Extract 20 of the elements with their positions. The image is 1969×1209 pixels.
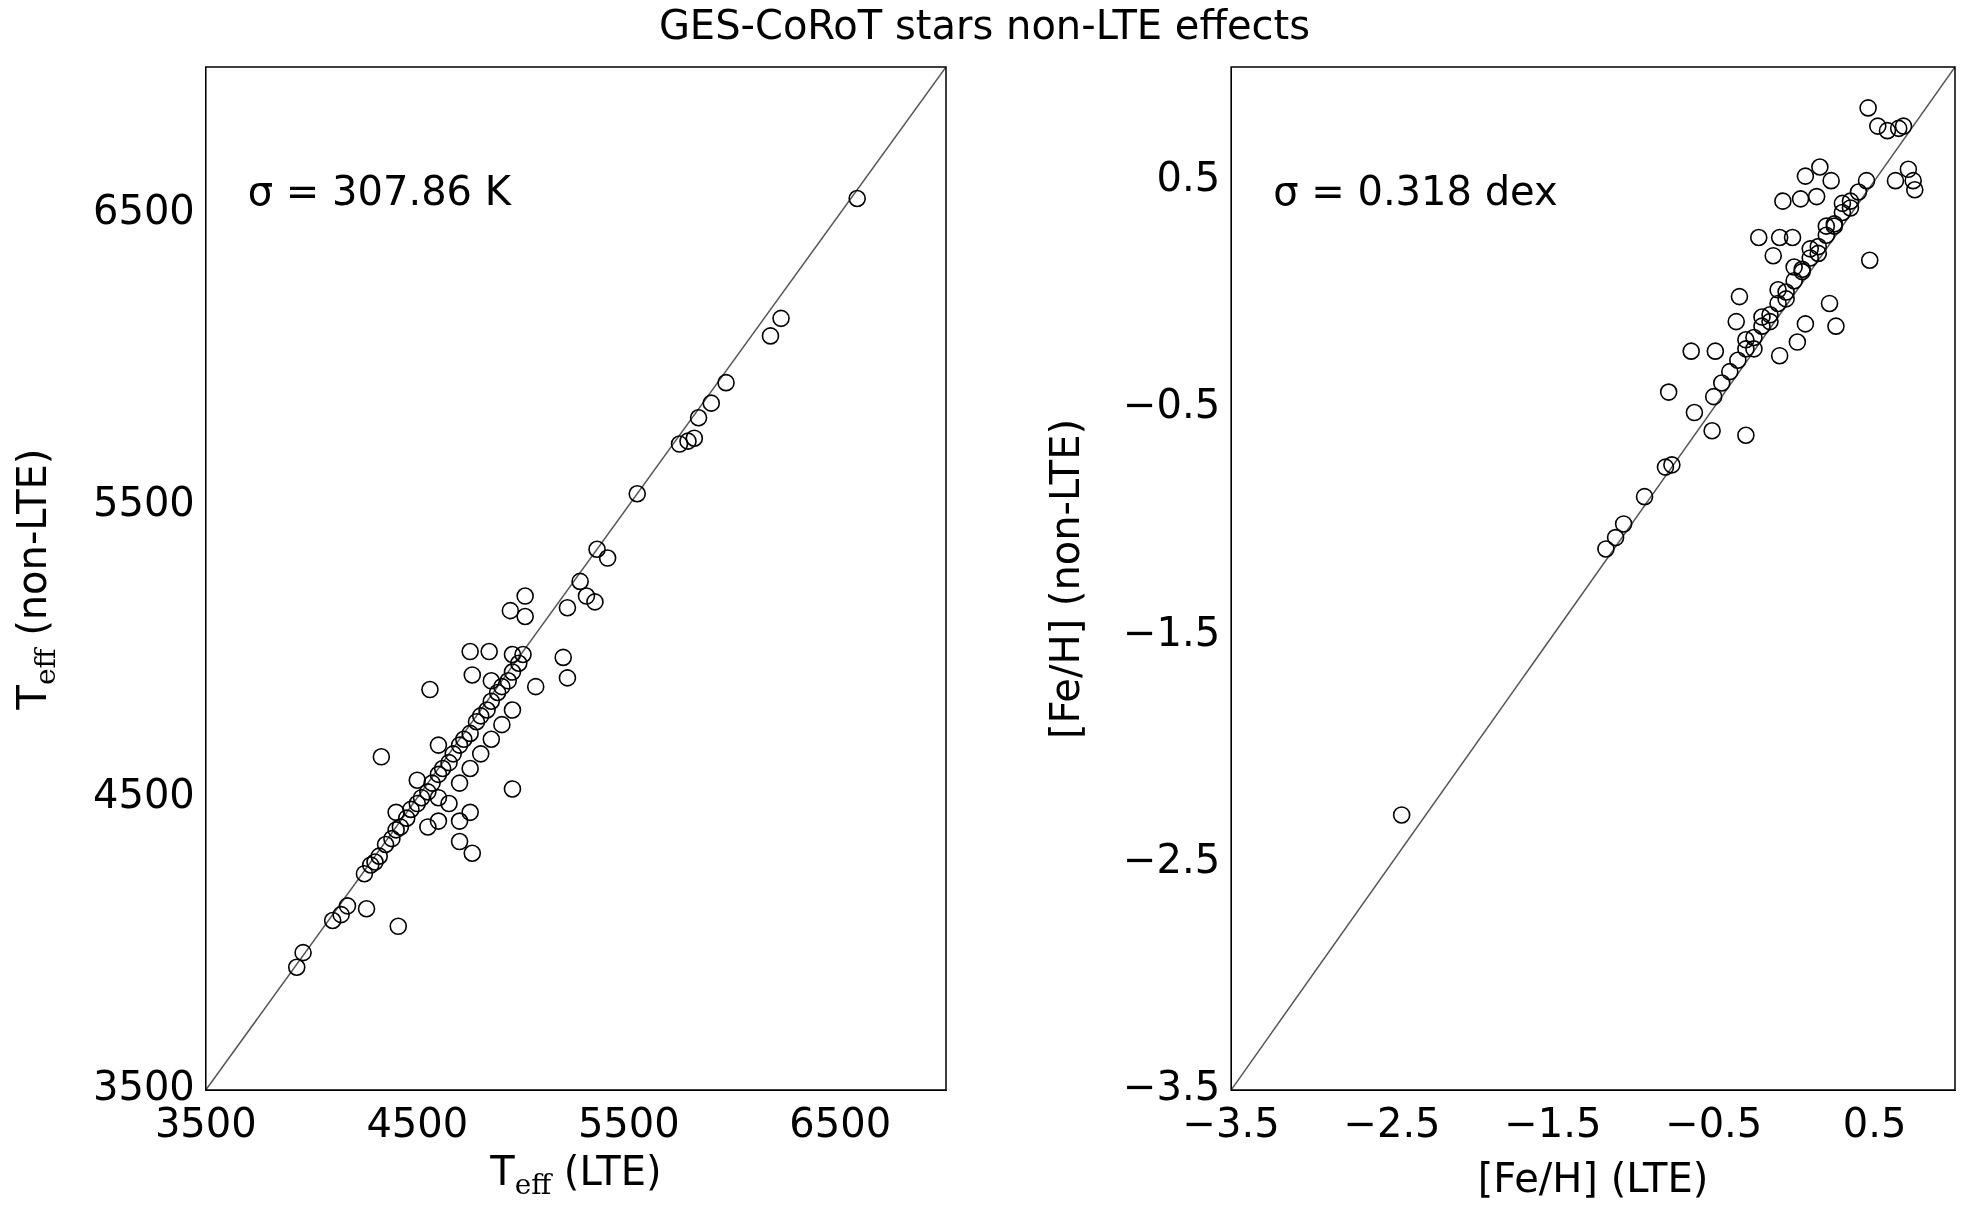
x-tick-label: −0.5	[1665, 1100, 1763, 1147]
y-tick-label: −1.5	[1122, 608, 1221, 655]
x-tick-label: 5500	[577, 1100, 680, 1147]
x-tick-label: −1.5	[1504, 1100, 1602, 1147]
x-tick-label: 6500	[789, 1100, 892, 1147]
x-tick-label: 0.5	[1842, 1100, 1907, 1147]
y-tick-label: −0.5	[1122, 381, 1221, 428]
y-tick-label: 4500	[93, 771, 195, 818]
x-axis-title: [Fe/H] (LTE)	[1476, 1155, 1710, 1201]
y-tick-label: −2.5	[1122, 836, 1221, 883]
y-tick-label: 5500	[93, 478, 195, 525]
y-tick-label: 6500	[93, 186, 195, 233]
y-axis-title: [Fe/H] (non-LTE)	[1042, 418, 1088, 739]
chart-title: GES-CoRoT stars non-LTE effects	[657, 2, 1312, 48]
x-axis-title: T$_{eff}$ (LTE)	[489, 1148, 663, 1201]
annotation: σ = 307.86 K	[247, 168, 513, 215]
annotation: σ = 0.318 dex	[1273, 168, 1558, 215]
y-tick-label: 0.5	[1156, 154, 1221, 201]
x-tick-label: −2.5	[1343, 1100, 1441, 1147]
x-tick-label: 4500	[366, 1100, 469, 1147]
